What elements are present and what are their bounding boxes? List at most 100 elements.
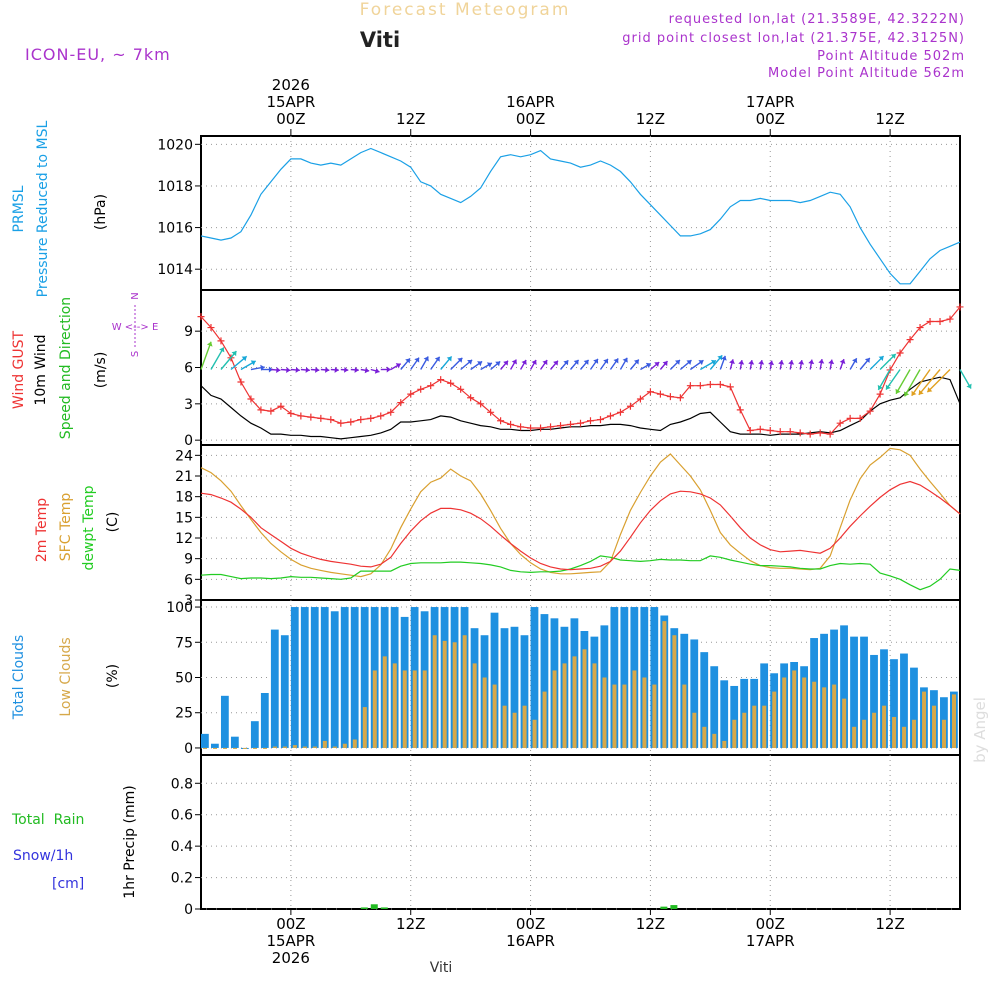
total-cloud-bar: [720, 680, 729, 748]
total-cloud-bar: [530, 607, 539, 748]
wind-arrow-shaft: [200, 341, 212, 370]
low-cloud-bar: [622, 684, 627, 748]
wind-arrow-shaft: [926, 369, 951, 393]
wind-direction-arrow: [460, 359, 473, 371]
wind-direction-arrow: [798, 360, 805, 370]
rain-bar: [670, 905, 678, 909]
wind-arrow-head: [553, 360, 558, 366]
precip-labels: Total Rain Snow/1h [cm] 1hr Precip (mm): [11, 785, 138, 898]
wind-arrow-head: [364, 367, 370, 374]
wind-direction-arrow: [649, 361, 660, 371]
wind-arrow-shaft: [911, 369, 931, 397]
wind-arrow-head: [852, 358, 858, 364]
wind-direction-arrow: [240, 360, 257, 371]
total-cloud-bar: [650, 607, 659, 748]
total-cloud-bar: [340, 607, 349, 748]
bottom-xtick-label: 17APR: [746, 932, 795, 950]
low-cloud-bar: [532, 719, 537, 748]
wind-direction-arrow: [669, 359, 681, 370]
wind-direction-arrow: [550, 360, 559, 370]
low-cloud-bar: [242, 747, 247, 749]
wind-arrow-head: [895, 388, 901, 394]
pressure-label2: Pressure Reduced to MSL: [35, 120, 51, 297]
wind-arrow-head: [231, 351, 237, 357]
cloud-labels: Total Clouds Low Clouds (%): [11, 635, 121, 720]
wind-unit: (m/s): [93, 352, 109, 389]
wind-direction-arrow: [500, 360, 509, 370]
gust-point: [497, 417, 505, 425]
gust-point: [347, 418, 355, 426]
gust-point: [896, 349, 904, 357]
wind-arrow-head: [573, 359, 579, 365]
gust-point: [606, 412, 614, 420]
low-cloud-bar: [382, 656, 387, 748]
low-cloud-bar: [752, 705, 757, 748]
top-xtick-label: 00Z: [276, 110, 305, 128]
low-cloud-bar: [482, 677, 487, 748]
wind-arrow-head: [206, 341, 213, 347]
temp-unit: (C): [105, 512, 121, 533]
low-cloud-bar: [742, 712, 747, 748]
clouds-ytick-label: 25: [175, 706, 193, 722]
wind-arrow-head: [286, 366, 291, 373]
low-cloud-bar: [702, 726, 707, 748]
wind-arrow-head: [927, 387, 933, 393]
total-cloud-bar: [290, 607, 299, 748]
low-cloud-bar: [692, 712, 697, 748]
wind-ytick-label: 3: [184, 397, 193, 413]
gust-point: [626, 402, 634, 410]
wind-arrow-head: [918, 389, 924, 395]
wind-direction-arrow: [808, 359, 815, 370]
dir-label: Speed and Direction: [58, 297, 74, 439]
low-cloud-bar: [452, 642, 457, 748]
gust-point: [447, 379, 455, 387]
dew-label: dewpt Temp: [81, 485, 97, 570]
low-cloud-bar: [432, 635, 437, 748]
wind-direction-arrow: [440, 356, 453, 370]
low-cloud-bar: [332, 746, 337, 748]
pressure-ytick-label: 1014: [157, 262, 193, 278]
wind-direction-arrow: [519, 359, 527, 370]
total-cloud-bar: [510, 626, 519, 748]
rain-label: Total Rain: [11, 812, 84, 828]
top-xtick-label: 00Z: [756, 110, 785, 128]
wind-arrow-head: [305, 366, 310, 373]
wind-direction-arrow: [270, 366, 281, 373]
wind-arrow-head: [446, 356, 452, 362]
wind-direction-arrow: [529, 359, 537, 370]
gust-point: [936, 317, 944, 325]
total-cloud-bar: [330, 611, 339, 748]
wind-direction-arrow: [849, 357, 858, 370]
station-title: Viti: [360, 28, 400, 52]
gust-point: [826, 430, 834, 438]
compass-s: S: [130, 351, 141, 357]
footer-station: Viti: [430, 960, 453, 976]
gust-point: [217, 337, 225, 345]
low-cloud-bar: [812, 681, 817, 748]
wind-direction-arrow: [579, 359, 590, 370]
gust-point: [926, 317, 934, 325]
gust-point: [806, 430, 814, 438]
wind-arrow-shaft: [918, 369, 941, 396]
low-cloud-bar: [212, 747, 217, 749]
pressure-labels: PRMSL Pressure Reduced to MSL (hPa): [11, 120, 109, 297]
bottom-xtick-label: 2026: [272, 949, 310, 967]
low-cloud-bar: [262, 747, 267, 749]
model-label: ICON-EU, ~ 7km: [25, 45, 171, 64]
gust-point: [267, 407, 275, 415]
wind-direction-arrow: [350, 366, 359, 373]
total-cloud-bar: [350, 607, 359, 748]
total-cloud-bar: [900, 653, 908, 748]
top-xtick-label: 12Z: [636, 110, 665, 128]
temperature-ytick-label: 21: [175, 469, 193, 485]
model-altitude: Model Point Altitude 562m: [768, 66, 965, 81]
total-cloud-bar: [840, 625, 848, 748]
gust-point: [636, 395, 644, 403]
temperature-frame: [200, 444, 961, 601]
precip-ytick-label: 0.6: [171, 808, 193, 824]
low-cloud-bar: [342, 743, 347, 748]
wind-direction-arrow: [200, 341, 213, 370]
wind-direction-arrow: [869, 355, 885, 370]
gust-point: [696, 382, 704, 390]
low-cloud-bar: [662, 621, 667, 748]
